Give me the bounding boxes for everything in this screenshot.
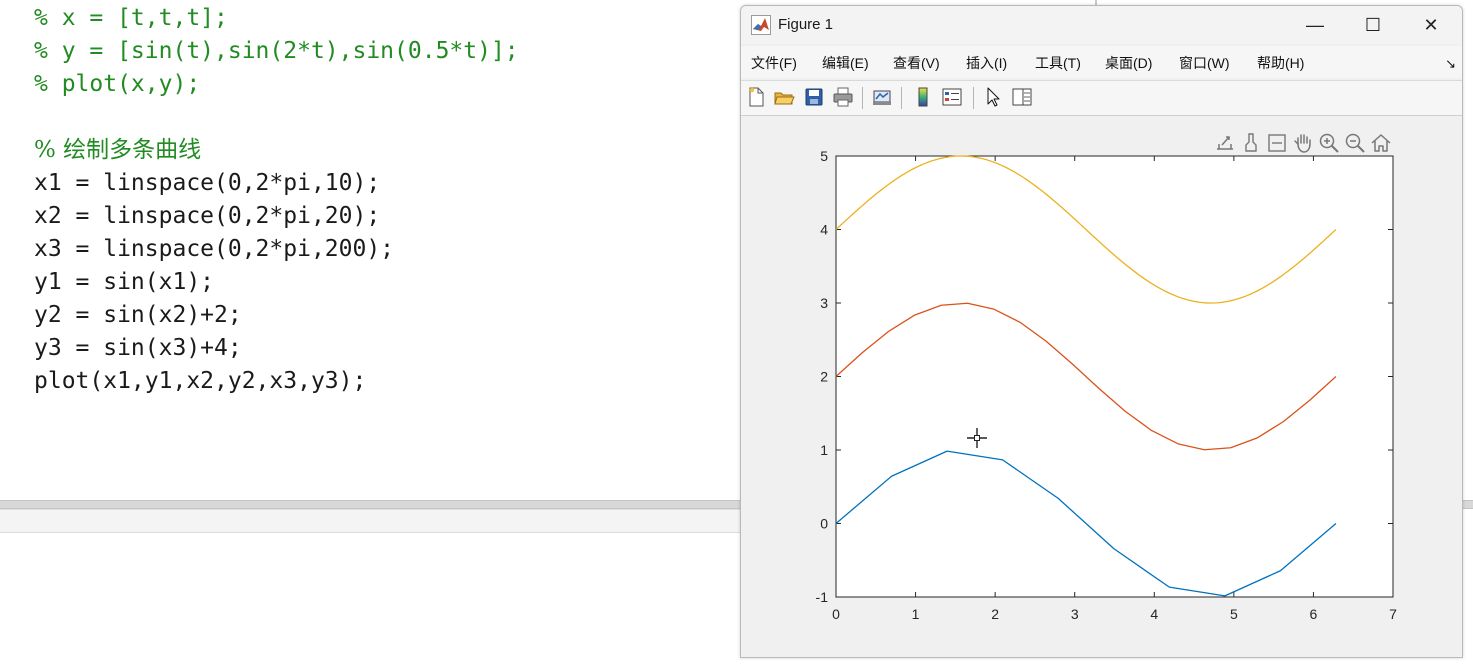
x-tick-label: 0 [832, 606, 840, 622]
window-title: Figure 1 [778, 16, 834, 33]
series-line-1[interactable] [835, 450, 1337, 597]
edit-plot-arrow-icon[interactable] [981, 85, 1005, 109]
menu-file[interactable]: 文件(F) [751, 55, 797, 71]
y-tick-label: 4 [820, 222, 828, 238]
menu-overflow-icon[interactable]: ↘ [1445, 56, 1456, 71]
code-line: plot(x1,y1,x2,y2,x3,y3); [34, 368, 367, 394]
matlab-logo-icon [751, 15, 771, 35]
code-line: y3 = sin(x3)+4; [34, 335, 242, 361]
top-divider-marker [1095, 0, 1097, 5]
code-line: x2 = linspace(0,2*pi,20); [34, 203, 381, 229]
toolbar-separator [862, 87, 863, 109]
series-line-2[interactable] [835, 302, 1337, 451]
x-tick-label: 7 [1389, 606, 1397, 622]
zoom-in-icon[interactable] [1317, 131, 1341, 155]
x-tick-label: 3 [1071, 606, 1079, 622]
minimize-button[interactable]: — [1306, 14, 1324, 35]
code-line: x1 = linspace(0,2*pi,10); [34, 170, 381, 196]
brush-icon[interactable] [1239, 131, 1263, 155]
open-file-icon[interactable] [772, 85, 796, 109]
menu-window[interactable]: 窗口(W) [1179, 55, 1230, 71]
new-figure-icon[interactable] [744, 85, 768, 109]
series-line-3[interactable] [835, 155, 1337, 304]
figure-toolbar [741, 80, 1462, 116]
print-icon[interactable] [831, 85, 855, 109]
toolbar-separator [901, 87, 902, 109]
crosshair-cursor-icon [967, 428, 987, 448]
menu-view[interactable]: 查看(V) [893, 55, 940, 71]
menu-tools[interactable]: 工具(T) [1035, 55, 1081, 71]
code-line: % y = [sin(t),sin(2*t),sin(0.5*t)]; [34, 38, 519, 64]
code-line: % 绘制多条曲线 [34, 137, 202, 163]
home-restore-icon[interactable] [1369, 131, 1393, 155]
code-editor[interactable]: % x = [t,t,t]; % y = [sin(t),sin(2*t),sin… [0, 0, 740, 500]
property-inspector-icon[interactable] [1010, 85, 1034, 109]
code-line: y1 = sin(x1); [34, 269, 215, 295]
window-titlebar[interactable]: Figure 1 — ☐ ✕ [741, 6, 1462, 44]
code-line: % plot(x,y); [34, 71, 201, 97]
save-icon[interactable] [802, 85, 826, 109]
close-button[interactable]: ✕ [1423, 14, 1439, 35]
insert-colorbar-icon[interactable] [911, 85, 935, 109]
pane-header-strip [0, 510, 740, 533]
figure-canvas[interactable]: 0 1 2 3 4 5 6 7 -1 0 1 2 3 4 5 [741, 116, 1462, 657]
zoom-out-icon[interactable] [1343, 131, 1367, 155]
command-window-pane[interactable] [0, 509, 740, 671]
figure-window[interactable]: Figure 1 — ☐ ✕ 文件(F) 编辑(E) 查看(V) 插入(I) 工… [740, 5, 1463, 658]
insert-legend-icon[interactable] [940, 85, 964, 109]
editor-splitter-right[interactable] [1462, 500, 1473, 509]
y-tick-label: 1 [820, 442, 828, 458]
axes-background [835, 155, 1394, 598]
menu-desktop[interactable]: 桌面(D) [1105, 55, 1153, 71]
data-tips-icon[interactable] [1265, 131, 1289, 155]
menu-edit[interactable]: 编辑(E) [822, 55, 869, 71]
toolbar-separator [973, 87, 974, 109]
menu-insert[interactable]: 插入(I) [966, 55, 1008, 71]
y-tick-label: 2 [820, 369, 828, 385]
code-line: % x = [t,t,t]; [34, 5, 228, 31]
x-tick-label: 4 [1150, 606, 1158, 622]
code-line: x3 = linspace(0,2*pi,200); [34, 236, 395, 262]
maximize-button[interactable]: ☐ [1364, 14, 1382, 35]
export-icon[interactable] [1213, 131, 1237, 155]
y-tick-label: 3 [820, 295, 828, 311]
menu-bar: 文件(F) 编辑(E) 查看(V) 插入(I) 工具(T) 桌面(D) 窗口(W… [741, 46, 1462, 78]
menu-help[interactable]: 帮助(H) [1257, 55, 1305, 71]
x-tick-label: 6 [1310, 606, 1318, 622]
plot-lines [835, 155, 1337, 597]
y-tick-label: 0 [820, 516, 828, 532]
x-tick-label: 5 [1230, 606, 1238, 622]
y-tick-label: 5 [820, 148, 828, 164]
y-tick-label: -1 [816, 589, 829, 605]
pan-hand-icon[interactable] [1291, 131, 1315, 155]
x-tick-label: 1 [912, 606, 920, 622]
editor-splitter[interactable] [0, 500, 740, 509]
link-plot-icon[interactable] [870, 85, 894, 109]
code-line: y2 = sin(x2)+2; [34, 302, 242, 328]
x-tick-label: 2 [991, 606, 999, 622]
